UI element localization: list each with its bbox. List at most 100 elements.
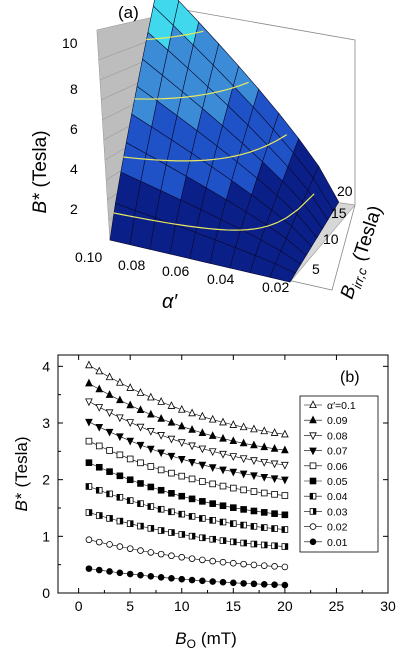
data-point bbox=[281, 511, 289, 519]
data-point-fill bbox=[168, 508, 172, 515]
data-point bbox=[126, 400, 135, 409]
data-point bbox=[147, 483, 155, 491]
data-point-fill bbox=[202, 534, 206, 541]
data-point bbox=[219, 502, 227, 510]
legend-marker bbox=[309, 432, 317, 441]
data-point bbox=[136, 441, 145, 450]
data-point bbox=[271, 563, 278, 570]
data-point bbox=[240, 486, 247, 494]
data-point-fill bbox=[109, 515, 113, 522]
data-point bbox=[95, 366, 104, 375]
z-tick-label: 8 bbox=[70, 81, 78, 97]
data-point bbox=[240, 580, 247, 587]
data-point bbox=[281, 445, 289, 454]
contour-line bbox=[146, 30, 204, 41]
data-point bbox=[177, 439, 186, 447]
data-point bbox=[230, 579, 237, 587]
data-point-fill bbox=[127, 497, 131, 504]
data-point bbox=[260, 473, 269, 482]
data-point bbox=[250, 507, 258, 515]
y-tick-label: 5 bbox=[312, 261, 320, 277]
data-point bbox=[270, 475, 279, 484]
data-point-fill bbox=[233, 538, 237, 545]
data-point bbox=[229, 420, 238, 428]
data-point bbox=[178, 575, 186, 583]
data-point bbox=[281, 492, 289, 499]
data-point-fill bbox=[223, 537, 226, 544]
data-point bbox=[177, 404, 186, 413]
data-point bbox=[126, 419, 135, 427]
data-point bbox=[199, 478, 206, 485]
data-point bbox=[147, 549, 155, 556]
data-point bbox=[230, 559, 237, 567]
legend-label: α′=0.1 bbox=[327, 400, 356, 412]
data-point bbox=[219, 466, 227, 475]
data-point-fill bbox=[230, 520, 234, 527]
legend-marker bbox=[309, 523, 317, 530]
data-point bbox=[219, 433, 227, 442]
x-tick-label: 0.04 bbox=[207, 271, 234, 287]
data-point-fill bbox=[106, 490, 110, 497]
data-point bbox=[250, 424, 258, 433]
x-tick-label: 5 bbox=[126, 598, 134, 614]
x-axis: 0.10 0.08 0.06 0.04 0.02 α′ bbox=[75, 249, 289, 313]
legend-label: 0.03 bbox=[327, 506, 348, 518]
contour-line bbox=[113, 193, 315, 231]
y-axis-label: B*(Tesla) bbox=[12, 437, 31, 512]
data-point bbox=[85, 378, 93, 387]
data-point bbox=[137, 547, 144, 554]
data-point bbox=[260, 442, 269, 451]
z-axis: 2 4 6 8 10 B*(Tesla) bbox=[30, 35, 78, 217]
data-point bbox=[106, 468, 113, 475]
x-tick-label: 0.02 bbox=[262, 279, 289, 295]
data-point bbox=[177, 421, 186, 430]
z-tick-label: 4 bbox=[70, 161, 78, 177]
legend-label: 0.01 bbox=[327, 537, 348, 549]
contour-line bbox=[123, 134, 288, 162]
data-point bbox=[250, 488, 258, 495]
data-point bbox=[95, 442, 103, 450]
x-tick-label: 20 bbox=[277, 598, 293, 614]
y-tick-label: 0 bbox=[42, 585, 50, 601]
data-point-fill bbox=[158, 506, 162, 513]
data-point bbox=[239, 470, 248, 479]
legend-marker bbox=[309, 415, 317, 424]
data-point bbox=[126, 476, 134, 484]
data-point bbox=[178, 492, 186, 500]
data-point bbox=[168, 469, 175, 477]
x-tick-label: 0.08 bbox=[118, 257, 145, 273]
data-point-fill bbox=[137, 500, 141, 507]
data-point bbox=[157, 449, 165, 458]
legend-marker-fill bbox=[313, 508, 316, 515]
data-point-fill bbox=[88, 509, 92, 516]
data-point bbox=[198, 411, 207, 420]
data-point bbox=[116, 377, 124, 386]
data-point bbox=[271, 510, 278, 517]
data-point bbox=[137, 480, 144, 487]
x-tick-label: 0 bbox=[75, 598, 83, 614]
data-point bbox=[209, 500, 216, 507]
data-point-fill bbox=[140, 523, 144, 529]
data-point bbox=[270, 428, 279, 436]
data-point bbox=[208, 431, 217, 439]
data-point bbox=[240, 560, 247, 568]
data-point-fill bbox=[220, 519, 223, 525]
x-axis-label: BO (mT) bbox=[175, 629, 237, 651]
data-point bbox=[250, 472, 258, 481]
legend-label: 0.09 bbox=[327, 415, 348, 427]
panel-b-scatter-chart: (b) 0 5 10 15 20 25 30 0 1 2 3 4 α′=0.1 0.09 0.08 0.07… bbox=[12, 354, 396, 651]
data-point bbox=[260, 426, 269, 435]
data-point bbox=[105, 372, 114, 381]
panel-b-label: (b) bbox=[340, 369, 360, 386]
data-point bbox=[219, 558, 227, 566]
data-point-fill bbox=[251, 523, 254, 530]
axis-ticks: 0 5 10 15 20 25 30 0 1 2 3 4 bbox=[42, 355, 396, 614]
data-point bbox=[146, 392, 155, 401]
data-point bbox=[146, 445, 155, 454]
data-point bbox=[167, 435, 176, 444]
data-point bbox=[209, 557, 216, 565]
data-point bbox=[271, 491, 278, 498]
z-tick-label: 10 bbox=[62, 35, 78, 51]
data-point-fill bbox=[119, 518, 123, 525]
x-tick-label: 10 bbox=[174, 598, 190, 614]
